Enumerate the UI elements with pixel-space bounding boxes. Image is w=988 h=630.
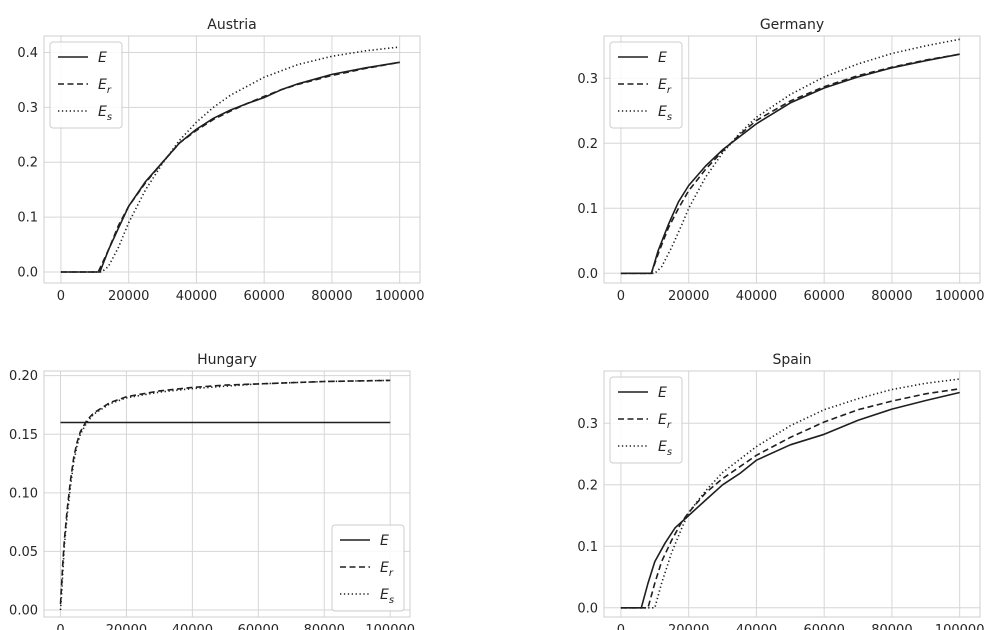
subplot-title: Hungary	[197, 352, 257, 368]
series-line-e-s	[620, 378, 960, 609]
x-tick-label: 20000	[668, 289, 709, 304]
x-tick-label: 100000	[935, 623, 985, 630]
y-tick-label: 0.2	[577, 478, 598, 493]
x-tick-label: 0	[57, 289, 65, 304]
x-tick-label: 20000	[108, 289, 149, 304]
x-tick-label: 40000	[172, 623, 213, 630]
x-tick-label: 40000	[736, 289, 777, 304]
y-tick-label: 0.4	[17, 46, 38, 61]
legend-label-e-s: Es	[98, 104, 112, 123]
plot-area-frame	[603, 370, 981, 618]
subplot-germany: Germany 0 20000 40000 60000 80000 100000 0.0 0.1…	[577, 17, 984, 304]
series-line-e	[620, 391, 960, 609]
legend-label-e-s: Es	[380, 587, 394, 606]
y-tick-label: 0.10	[9, 486, 38, 501]
x-tick-label: 0	[56, 623, 64, 630]
x-tick-label: 100000	[375, 289, 425, 304]
y-tick-label: 0.1	[17, 211, 38, 226]
x-tick-label: 80000	[871, 289, 912, 304]
plot-area-frame	[603, 35, 981, 284]
plot-area-frame	[43, 370, 411, 618]
x-tick-label: 40000	[176, 289, 217, 304]
series-line-e-r	[60, 61, 400, 273]
subplot-title: Austria	[207, 17, 256, 33]
y-tick-label: 0.3	[17, 101, 38, 116]
legend-frame	[609, 376, 683, 464]
legend: E Er Es	[609, 376, 683, 464]
y-tick-label: 0.3	[577, 417, 598, 432]
x-tick-label: 0	[617, 623, 625, 630]
x-tick-label: 100000	[365, 623, 415, 630]
x-tick-label: 60000	[238, 623, 279, 630]
y-tick-label: 0.15	[9, 428, 38, 443]
legend-label-e-r: Er	[98, 77, 112, 96]
y-tick-label: 0.0	[17, 266, 38, 281]
series-line-e-s	[620, 38, 960, 275]
legend-label-e: E	[98, 50, 107, 66]
x-tick-label: 20000	[668, 623, 709, 630]
y-tick-label: 0.0	[577, 601, 598, 616]
x-tick-label: 80000	[311, 289, 352, 304]
legend-label-e: E	[658, 50, 667, 66]
legend: E Er Es	[609, 41, 683, 129]
legend-frame	[49, 41, 123, 129]
legend-label-e-s: Es	[658, 104, 672, 123]
legend-label-e-r: Er	[658, 412, 672, 431]
legend: E Er Es	[49, 41, 123, 129]
x-tick-label: 80000	[871, 623, 912, 630]
x-tick-label: 60000	[804, 623, 845, 630]
plot-area-frame	[43, 35, 421, 284]
legend-label-e-r: Er	[658, 77, 672, 96]
legend-label-e-r: Er	[380, 560, 394, 579]
legend-label-e: E	[658, 385, 667, 401]
legend-frame	[331, 524, 405, 612]
y-tick-label: 0.20	[9, 369, 38, 384]
series-line-e-s	[60, 46, 400, 273]
legend-label-e-s: Es	[658, 439, 672, 458]
series-line-e-r	[59, 379, 391, 605]
legend-frame	[609, 41, 683, 129]
legend: E Er Es	[331, 524, 405, 612]
legend-label-e: E	[380, 533, 389, 549]
y-tick-label: 0.1	[577, 202, 598, 217]
subplot-austria: Austria 0 20000 40000 60000 80000 100000 0.0 0.1…	[17, 17, 424, 304]
x-tick-label: 0	[617, 289, 625, 304]
subplot-hungary: Hungary 0 20000 40000 60000 80000 100000 0.00 0.…	[9, 352, 415, 630]
y-tick-label: 0.2	[17, 156, 38, 171]
y-tick-label: 0.1	[577, 540, 598, 555]
y-tick-label: 0.00	[9, 603, 38, 618]
series-line-e-r	[620, 53, 960, 275]
y-tick-label: 0.3	[577, 72, 598, 87]
y-tick-label: 0.2	[577, 137, 598, 152]
subplot-title: Spain	[772, 352, 811, 368]
y-tick-label: 0.05	[9, 545, 38, 560]
x-tick-label: 60000	[804, 289, 845, 304]
x-tick-label: 60000	[244, 289, 285, 304]
subplot-spain: Spain 0 20000 40000 60000 80000 100000 0.0 0.1 0.…	[577, 352, 984, 630]
series-line-e	[60, 61, 400, 273]
x-tick-label: 100000	[935, 289, 985, 304]
x-tick-label: 20000	[106, 623, 147, 630]
subplot-title: Germany	[760, 17, 824, 33]
x-tick-label: 40000	[736, 623, 777, 630]
y-tick-label: 0.0	[577, 267, 598, 282]
x-tick-label: 80000	[304, 623, 345, 630]
